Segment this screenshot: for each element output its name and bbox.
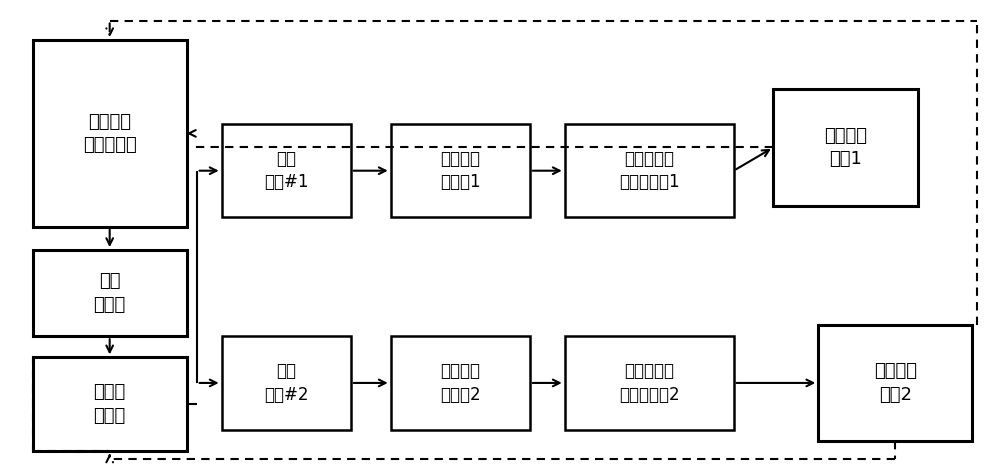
Text: 光纤
光栅#1: 光纤 光栅#1 [264,150,308,192]
Text: 光纤
光栅#2: 光纤 光栅#2 [264,362,308,404]
Text: 充乙炔的光
子晶体光纤1: 充乙炔的光 子晶体光纤1 [619,150,679,192]
Bar [33,357,187,451]
Bar [33,250,187,336]
Text: 电子反馈
系统2: 电子反馈 系统2 [874,362,917,404]
Bar [391,336,530,430]
Text: 光学放大
梳齿＃1: 光学放大 梳齿＃1 [440,150,481,192]
Text: 飞秒光纤
激光振荡器: 飞秒光纤 激光振荡器 [83,113,137,154]
Bar [565,336,734,430]
Bar [222,124,351,217]
Text: 电子反馈
系统1: 电子反馈 系统1 [824,126,867,168]
Text: 充乙炔的光
子晶体光纤2: 充乙炔的光 子晶体光纤2 [619,362,679,404]
Text: 法布里
伯罗腔: 法布里 伯罗腔 [94,383,126,425]
Bar [818,325,972,441]
Text: 光学
放大器: 光学 放大器 [94,272,126,314]
Bar [773,89,918,206]
Text: 光学放大
梳齿＃2: 光学放大 梳齿＃2 [440,362,481,404]
Bar [391,124,530,217]
Bar [565,124,734,217]
Bar [33,40,187,227]
Bar [222,336,351,430]
